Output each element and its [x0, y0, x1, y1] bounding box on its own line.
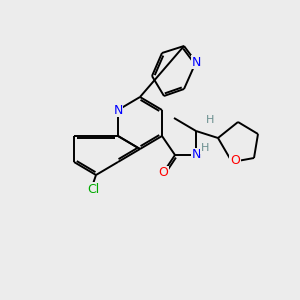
Text: H: H — [206, 115, 214, 125]
Text: N: N — [191, 56, 201, 68]
Text: Cl: Cl — [87, 183, 100, 196]
Text: N: N — [113, 103, 123, 116]
Text: H: H — [201, 143, 209, 153]
Text: N: N — [191, 148, 201, 161]
Text: O: O — [158, 167, 168, 179]
Text: O: O — [230, 154, 240, 167]
